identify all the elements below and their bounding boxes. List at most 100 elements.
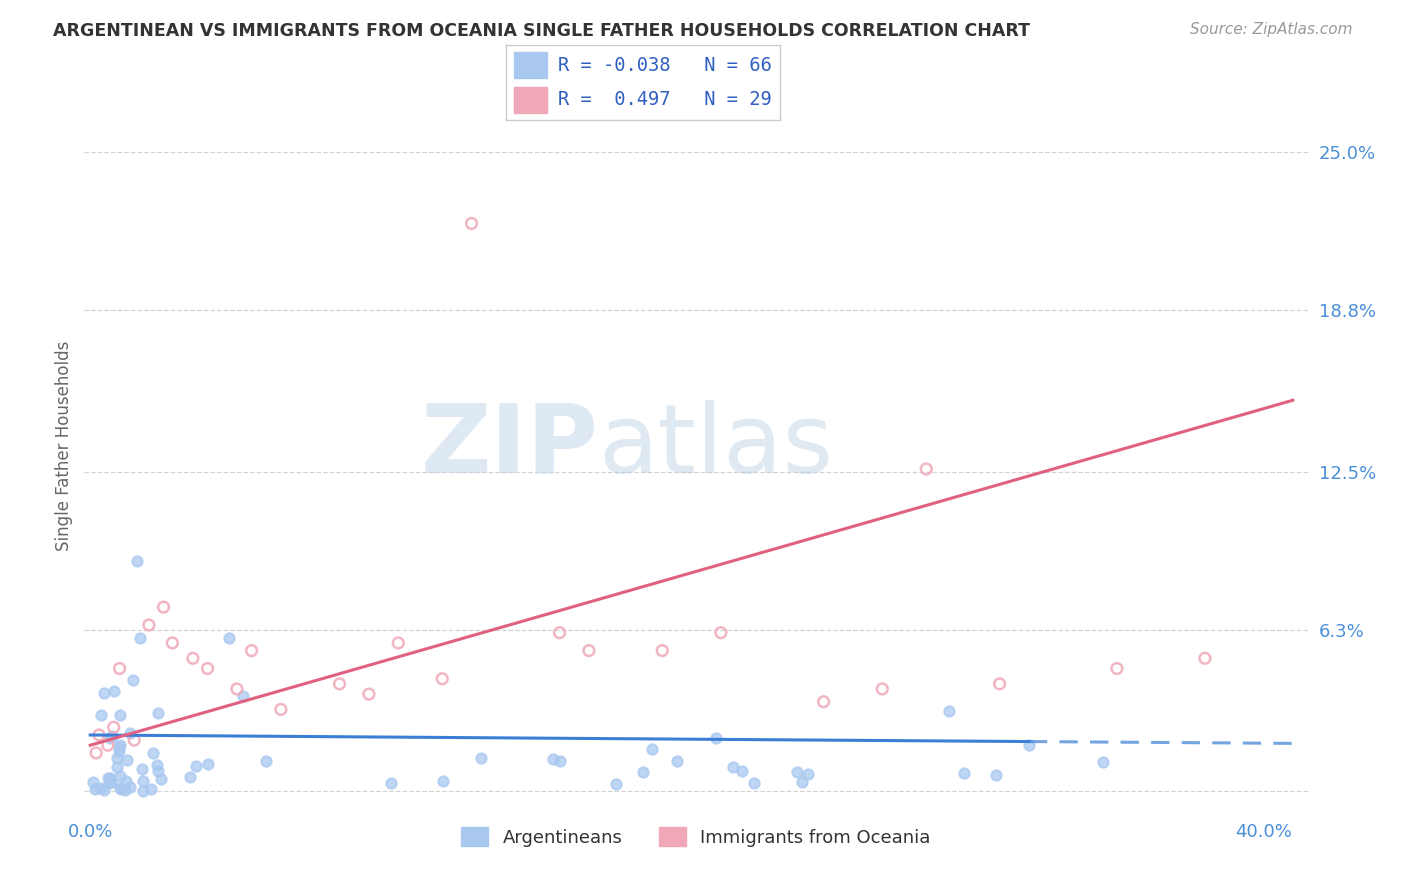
Point	[120, 726, 142, 740]
Point	[797, 767, 820, 781]
Bar	[515, 52, 547, 78]
Point	[380, 775, 402, 789]
Point	[605, 777, 627, 791]
Point	[148, 764, 170, 779]
Point	[120, 780, 142, 795]
Point	[141, 781, 163, 796]
Point	[115, 753, 138, 767]
Text: Source: ZipAtlas.com: Source: ZipAtlas.com	[1189, 22, 1353, 37]
Text: ZIP: ZIP	[420, 400, 598, 492]
Point	[103, 720, 125, 734]
Point	[114, 782, 136, 797]
Point	[107, 744, 129, 758]
Point	[149, 772, 172, 786]
Point	[97, 776, 120, 790]
Point	[1194, 651, 1216, 665]
Point	[146, 706, 169, 720]
Point	[986, 768, 1008, 782]
Point	[731, 764, 754, 779]
Point	[541, 752, 564, 766]
Point	[1018, 738, 1040, 752]
Point	[105, 760, 128, 774]
Point	[665, 754, 688, 768]
Bar	[515, 87, 547, 112]
Point	[97, 771, 120, 785]
Point	[87, 728, 110, 742]
Point	[186, 759, 208, 773]
Point	[218, 631, 240, 645]
Point	[105, 750, 128, 764]
Point	[82, 774, 104, 789]
Point	[101, 729, 124, 743]
Point	[100, 731, 122, 746]
Point	[93, 686, 115, 700]
Point	[103, 684, 125, 698]
Point	[138, 618, 160, 632]
Point	[548, 754, 571, 768]
Point	[108, 781, 131, 796]
Text: ARGENTINEAN VS IMMIGRANTS FROM OCEANIA SINGLE FATHER HOUSEHOLDS CORRELATION CHAR: ARGENTINEAN VS IMMIGRANTS FROM OCEANIA S…	[53, 22, 1031, 40]
Text: R = -0.038   N = 66: R = -0.038 N = 66	[558, 55, 772, 75]
Point	[181, 651, 204, 665]
Point	[240, 643, 263, 657]
Point	[710, 625, 733, 640]
Point	[108, 740, 131, 755]
Point	[790, 775, 813, 789]
Point	[84, 781, 107, 796]
Point	[162, 636, 184, 650]
Point	[108, 738, 131, 752]
Point	[121, 673, 143, 687]
Point	[1091, 755, 1114, 769]
Point	[742, 776, 765, 790]
Point	[721, 760, 744, 774]
Point	[132, 774, 155, 789]
Point	[179, 770, 201, 784]
Point	[432, 774, 454, 789]
Point	[460, 217, 482, 231]
Point	[142, 746, 165, 760]
Point	[232, 690, 254, 704]
Point	[270, 702, 292, 716]
Point	[254, 755, 277, 769]
Point	[938, 704, 960, 718]
Point	[152, 600, 174, 615]
Point	[131, 762, 153, 776]
Point	[129, 631, 152, 645]
Text: atlas: atlas	[598, 400, 834, 492]
Legend: Argentineans, Immigrants from Oceania: Argentineans, Immigrants from Oceania	[454, 820, 938, 854]
Point	[108, 707, 131, 722]
Point	[357, 687, 380, 701]
Point	[115, 774, 138, 789]
Point	[93, 783, 115, 797]
Point	[387, 636, 409, 650]
Point	[146, 757, 169, 772]
Point	[870, 681, 893, 696]
Point	[915, 462, 938, 476]
Point	[110, 769, 132, 783]
Point	[578, 643, 600, 657]
Point	[110, 782, 132, 797]
Point	[786, 765, 808, 780]
Point	[84, 746, 107, 760]
Y-axis label: Single Father Households: Single Father Households	[55, 341, 73, 551]
Point	[122, 733, 145, 747]
Point	[813, 695, 835, 709]
Point	[98, 771, 121, 785]
Point	[127, 554, 149, 568]
Point	[100, 775, 122, 789]
Point	[953, 766, 976, 780]
Point	[197, 756, 219, 771]
Point	[329, 677, 352, 691]
Point	[641, 741, 664, 756]
Point	[89, 780, 111, 795]
Point	[432, 672, 454, 686]
Point	[470, 751, 492, 765]
Text: R =  0.497   N = 29: R = 0.497 N = 29	[558, 90, 772, 109]
Point	[90, 708, 112, 723]
Point	[988, 677, 1011, 691]
Point	[97, 738, 120, 752]
Point	[225, 681, 247, 696]
Point	[132, 784, 155, 798]
Point	[197, 661, 219, 675]
Point	[631, 765, 654, 780]
